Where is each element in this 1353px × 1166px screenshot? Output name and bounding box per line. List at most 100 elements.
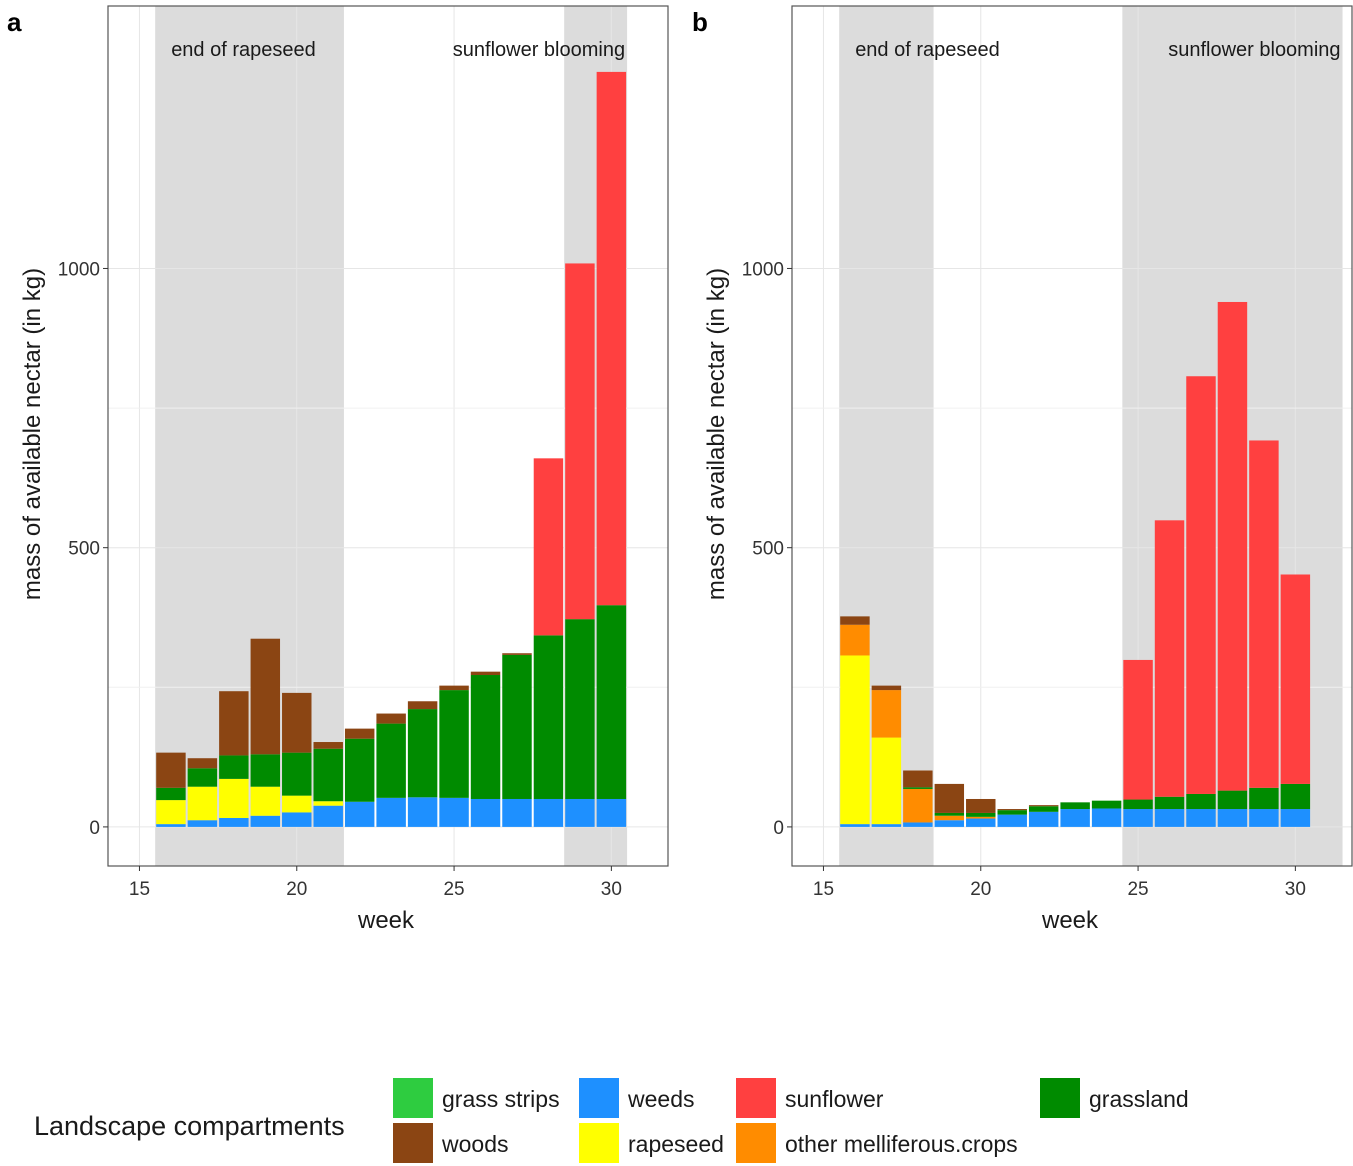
bar-segment-other xyxy=(966,816,996,819)
bar-segment-woods xyxy=(840,616,870,625)
legend-swatch xyxy=(734,1121,778,1165)
panel-border xyxy=(107,5,669,867)
y-axis-title: mass of available nectar (in kg) xyxy=(19,268,46,600)
bar-segment-grassland xyxy=(470,675,501,799)
bar-segment-weeds xyxy=(470,798,501,827)
bar-segment-weeds xyxy=(565,798,595,827)
y-tick-label: 500 xyxy=(752,539,784,560)
bar-segment-rapeseed xyxy=(282,795,312,813)
bar-segment-weeds xyxy=(997,814,1027,827)
bar-segment-weeds xyxy=(1280,809,1311,827)
bar-segment-grassland xyxy=(219,755,249,779)
bar-segment-sunflower xyxy=(1154,520,1185,797)
legend-label: sunflower xyxy=(785,1086,884,1112)
legend: Landscape compartments grass strips woods w… xyxy=(34,1076,1189,1165)
bar-segment-rapeseed xyxy=(871,737,902,825)
bar-segment-grassland xyxy=(156,787,186,801)
bar-segment-woods xyxy=(282,692,312,753)
bar-segment-grassland xyxy=(313,748,343,802)
legend-label: grassland xyxy=(1089,1086,1189,1112)
bar-segment-rapeseed xyxy=(840,655,870,825)
x-tick-label: 30 xyxy=(601,879,622,900)
bar-segment-grassland xyxy=(376,723,406,798)
bar-segment-weeds xyxy=(250,815,281,827)
panel-a: a end of rapeseed sunflower blooming 0 500 10… xyxy=(7,5,669,934)
bar-segment-weeds xyxy=(156,824,186,827)
bar-segment-other xyxy=(934,815,965,821)
bar-segment-woods xyxy=(470,671,501,676)
panel-letter: a xyxy=(7,7,22,37)
y-tick-label: 500 xyxy=(68,539,100,560)
bar-segment-grassland xyxy=(1249,787,1279,810)
shaded-region-label: sunflower blooming xyxy=(1168,39,1340,61)
bar-segment-grassland xyxy=(344,738,375,802)
bar-segment-weeds xyxy=(903,822,933,827)
bar-segment-sunflower xyxy=(565,263,595,620)
legend-item-woods: woods xyxy=(391,1121,508,1165)
legend-label: weeds xyxy=(627,1086,694,1112)
bar-segment-weeds xyxy=(1154,809,1185,827)
bar-segment-weeds xyxy=(313,805,343,827)
bar-segment-woods xyxy=(407,701,438,710)
bar-segment-weeds xyxy=(533,798,564,827)
bar-segment-other xyxy=(840,624,870,656)
bar-segment-weeds xyxy=(934,820,965,827)
shaded-region-label: end of rapeseed xyxy=(855,39,1000,61)
x-axis-title: week xyxy=(1041,907,1099,934)
y-tick-label: 1000 xyxy=(58,259,100,280)
panel-b: b end of rapeseed sunflower blooming 0 500 10… xyxy=(692,5,1353,934)
bar-segment-woods xyxy=(156,752,186,788)
legend-item-other: other melliferous.crops xyxy=(734,1121,1018,1165)
bar-segment-woods xyxy=(219,691,249,756)
bar-segment-grassland xyxy=(565,619,595,799)
bar-segment-woods xyxy=(871,685,902,691)
legend-swatch xyxy=(1038,1076,1082,1120)
bar-segment-woods xyxy=(1028,805,1059,807)
bar-segment-sunflower xyxy=(596,71,627,606)
bar-segment-woods xyxy=(966,798,996,813)
bar-segment-weeds xyxy=(1186,809,1216,827)
bar-segment-grassland xyxy=(187,768,218,787)
bar-segment-grassland xyxy=(903,787,933,789)
bar-segment-grassland xyxy=(997,810,1027,815)
bar-segment-weeds xyxy=(1217,809,1248,827)
bar-segment-weeds xyxy=(439,797,469,827)
bar-segment-rapeseed xyxy=(156,800,186,825)
legend-swatch xyxy=(734,1076,778,1120)
bar-segment-weeds xyxy=(966,818,996,827)
bar-segment-sunflower xyxy=(1123,659,1153,800)
panel-border xyxy=(791,5,1353,867)
bar-segment-grassland xyxy=(1186,793,1216,810)
bar-segment-grassland xyxy=(1154,796,1185,810)
bar-segment-weeds xyxy=(219,817,249,827)
bar-segment-rapeseed xyxy=(187,786,218,821)
bar-segment-other xyxy=(903,788,933,823)
bar-segment-woods xyxy=(187,758,218,769)
bar-segment-grassland xyxy=(1091,800,1122,809)
legend-label: rapeseed xyxy=(628,1131,724,1157)
bar-segment-woods xyxy=(313,742,343,749)
bar-segment-weeds xyxy=(1249,809,1279,827)
bar-segment-woods xyxy=(903,770,933,788)
bar-segment-grassland xyxy=(934,812,965,816)
legend-title: Landscape compartments xyxy=(34,1111,345,1141)
x-tick-label: 30 xyxy=(1285,879,1306,900)
legend-label: woods xyxy=(441,1131,508,1157)
bar-segment-grassland xyxy=(1123,799,1153,810)
bar-segment-sunflower xyxy=(1280,574,1311,784)
bar-segment-grassland xyxy=(250,754,281,787)
x-tick-label: 15 xyxy=(129,879,150,900)
bar-segment-woods xyxy=(344,728,375,739)
bar-segment-grassland xyxy=(1028,806,1059,812)
bar-segment-grassland xyxy=(502,654,532,799)
bar-segment-grassland xyxy=(533,635,564,799)
bar-segment-grassland xyxy=(282,752,312,796)
bar-segment-grassland xyxy=(1060,802,1090,810)
legend-item-grass_strips: grass strips xyxy=(391,1076,560,1120)
legend-swatch xyxy=(577,1121,621,1165)
bar-segment-woods xyxy=(502,653,532,655)
legend-label: other melliferous.crops xyxy=(785,1131,1018,1157)
bar-segment-sunflower xyxy=(1249,440,1279,788)
bar-segment-woods xyxy=(997,809,1027,811)
